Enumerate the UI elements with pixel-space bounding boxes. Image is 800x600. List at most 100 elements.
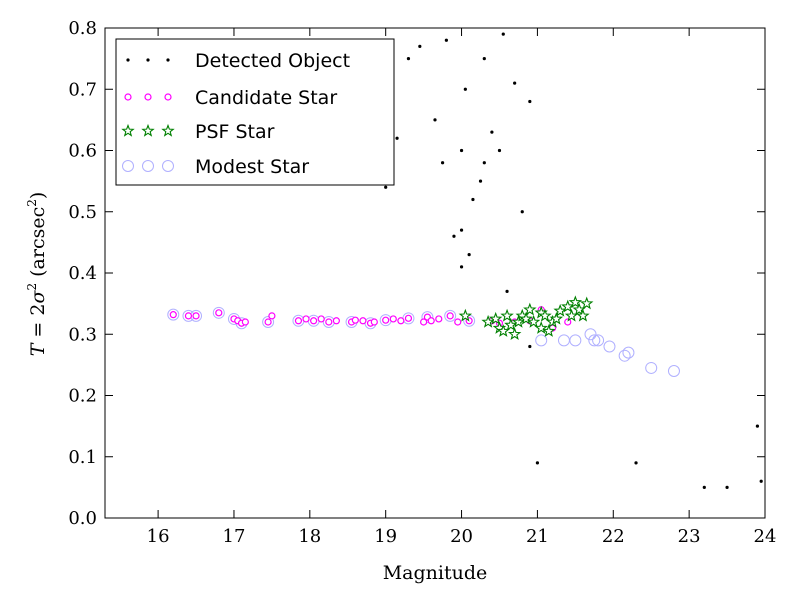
detected-object-point (444, 38, 448, 42)
legend-marker-modest-star (142, 160, 154, 172)
modest-star-point (167, 308, 180, 321)
modest-star-point (603, 340, 616, 353)
legend-marker-candidate-star (164, 93, 172, 101)
y-tick-label: 0.4 (68, 263, 97, 284)
x-tick-label: 19 (374, 526, 397, 547)
x-tick-label: 17 (223, 526, 246, 547)
y-tick-label: 0.2 (68, 386, 97, 407)
psf-star-point (579, 296, 594, 310)
detected-object-point (478, 179, 483, 183)
y-label-sigma: σ (27, 290, 49, 304)
y-label-close: ) (27, 192, 49, 199)
x-tick-label: 16 (147, 526, 170, 547)
y-tick-label: 0.1 (68, 447, 97, 468)
candidate-star-point (184, 312, 193, 320)
psf-star-point (488, 311, 503, 325)
y-label-eq: = 2 (27, 304, 49, 344)
psf-star-point (561, 299, 575, 313)
psf-star-point (481, 314, 495, 328)
y-tick-label: 0.7 (68, 79, 97, 100)
psf-star-point (507, 327, 522, 340)
detected-object-point (528, 99, 532, 104)
detected-object-point (471, 197, 475, 202)
y-tick-label: 0.5 (68, 202, 97, 223)
detected-object-point (482, 161, 486, 165)
psf-star-point (523, 302, 537, 316)
psf-star-point (542, 324, 556, 337)
legend-marker-modest-star (162, 160, 174, 172)
candidate-star-point (370, 318, 378, 326)
x-axis-ticks: 16 17 18 19 20 21 22 23 24 (147, 28, 777, 547)
y-tick-label: 0.6 (68, 141, 97, 162)
candidate-star-point (397, 317, 405, 325)
candidate-star-point (427, 317, 435, 325)
data-points (167, 32, 763, 489)
detected-object-point (467, 253, 471, 257)
detected-object-point (759, 479, 763, 483)
modest-star-point (444, 309, 457, 322)
modest-star-point (588, 334, 601, 347)
candidate-star-point (446, 312, 454, 320)
modest-star-point (212, 306, 225, 319)
y-label-open: (arcsec (27, 207, 49, 283)
modest-star-point (592, 334, 605, 347)
candidate-star-point (169, 311, 177, 319)
psf-star-point (549, 311, 564, 325)
y-label-t: T (27, 342, 49, 356)
psf-star-point (553, 303, 567, 317)
x-tick-label: 20 (450, 526, 473, 547)
detected-object-point (520, 210, 524, 214)
x-tick-label: 21 (526, 526, 549, 547)
legend-marker-detected-object (166, 58, 170, 62)
detected-object-point (535, 461, 540, 465)
detected-object-point (528, 344, 532, 349)
x-tick-label: 24 (754, 526, 777, 547)
detected-object-point (406, 57, 411, 61)
detected-object-point (440, 161, 445, 165)
candidate-star-point (332, 317, 340, 325)
y-axis-label: T = 2σ2 (arcsec2) (25, 192, 49, 357)
detected-object-point (490, 130, 494, 134)
detected-object-point (501, 32, 505, 36)
legend-markers (121, 58, 175, 172)
legend-label-detected: Detected Object (195, 50, 350, 72)
detected-object-point (433, 118, 437, 122)
psf-star-point (576, 308, 590, 322)
detected-object-point (395, 136, 399, 140)
y-tick-label: 0.0 (68, 508, 97, 529)
detected-object-point (702, 485, 706, 489)
candidate-star-point (241, 318, 249, 326)
candidate-star-point (302, 315, 310, 323)
legend-marker-psf-star (121, 123, 135, 137)
psf-star-point (538, 308, 552, 322)
y-axis-ticks: 0.0 0.1 0.2 0.3 0.4 0.5 0.6 0.7 0.8 (68, 18, 765, 529)
candidate-star-point (351, 316, 359, 324)
detected-object-point (755, 424, 760, 428)
detected-object-point (634, 461, 638, 465)
detected-object-point (459, 148, 464, 153)
candidate-star-point (404, 314, 413, 322)
legend-label-candidate: Candidate Star (195, 87, 337, 109)
legend-marker-psf-star (161, 123, 175, 137)
x-tick-label: 18 (298, 526, 321, 547)
modest-star-point (557, 334, 570, 347)
candidate-star-point (564, 318, 572, 326)
candidate-star-point (310, 317, 318, 325)
psf-star-point (458, 308, 473, 322)
modest-star-point (535, 334, 548, 347)
legend-marker-candidate-star (124, 93, 132, 101)
candidate-star-point (192, 312, 200, 320)
detected-object-point (384, 185, 388, 189)
detected-object-point (418, 44, 422, 48)
psf-star-point (500, 308, 514, 322)
modest-star-point (584, 328, 597, 341)
detected-object-point (513, 81, 517, 85)
candidate-star-point (420, 318, 428, 326)
detected-object-point (459, 265, 464, 269)
modest-star-point (421, 311, 434, 324)
candidate-star-point (264, 318, 272, 326)
psf-star-point (504, 317, 518, 331)
y-label-sq2: 2 (25, 199, 39, 207)
